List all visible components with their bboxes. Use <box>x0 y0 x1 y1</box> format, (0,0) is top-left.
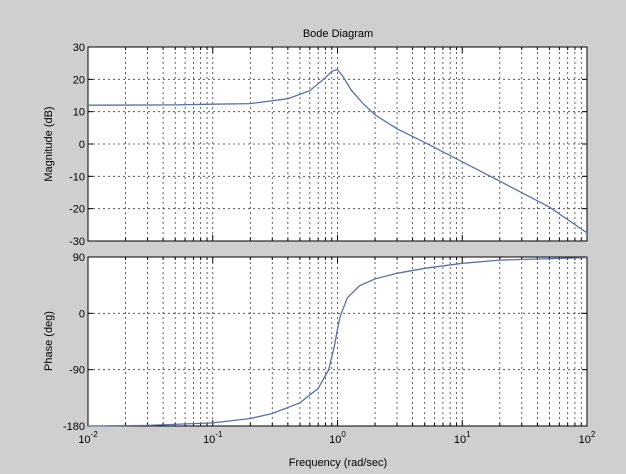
phase-y-tick-label: 0 <box>79 308 85 320</box>
mag-y-tick-label: 0 <box>79 139 85 151</box>
magnitude-y-tick-labels: -30 -20 -10 0 10 20 30 <box>69 42 85 248</box>
phase-y-axis-label: Phase (deg) <box>43 311 55 371</box>
frequency-tick-label: 100 <box>329 430 346 446</box>
mag-y-tick-label: -20 <box>69 204 85 216</box>
mag-y-tick-label: 20 <box>73 74 85 86</box>
mag-y-tick-label: 10 <box>73 107 85 119</box>
frequency-tick-labels: 10-2 10-1 100 101 102 <box>78 430 596 446</box>
frequency-tick-label: 102 <box>579 430 596 446</box>
magnitude-grid <box>88 47 587 241</box>
frequency-tick-label: 10-2 <box>78 430 98 446</box>
phase-y-tick-label: -180 <box>63 421 85 433</box>
magnitude-curve <box>87 68 588 234</box>
mag-y-tick-label: -30 <box>69 236 85 248</box>
chart-title: Bode Diagram <box>303 28 373 40</box>
phase-y-tick-labels: -180 -90 0 90 <box>63 252 85 433</box>
phase-y-tick-label: 90 <box>73 252 85 264</box>
phase-curve <box>87 256 588 427</box>
frequency-axis-label: Frequency (rad/sec) <box>289 457 387 469</box>
phase-axes: -180 -90 0 90 10-2 10-1 100 101 102 <box>63 252 596 446</box>
magnitude-axes: -30 -20 -10 0 10 20 30 <box>69 42 588 248</box>
phase-grid <box>88 257 587 426</box>
mag-y-tick-label: 30 <box>73 42 85 54</box>
phase-y-tick-label: -90 <box>69 365 85 377</box>
frequency-tick-label: 10-1 <box>203 430 223 446</box>
magnitude-ticks <box>87 46 587 242</box>
mag-y-tick-label: -10 <box>69 171 85 183</box>
magnitude-y-axis-label: Magnitude (dB) <box>43 106 55 181</box>
frequency-tick-label: 101 <box>454 430 471 446</box>
